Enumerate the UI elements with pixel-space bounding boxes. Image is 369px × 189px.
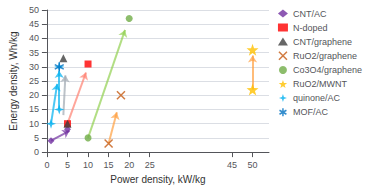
svg-text:25: 25 [29, 76, 39, 86]
svg-text:20: 20 [124, 160, 134, 170]
svg-text:10: 10 [83, 160, 93, 170]
svg-text:MOF/AC: MOF/AC [293, 107, 328, 117]
svg-text:20: 20 [29, 90, 39, 100]
svg-text:45: 45 [227, 160, 237, 170]
svg-text:5: 5 [65, 160, 70, 170]
svg-text:0: 0 [44, 160, 49, 170]
svg-text:15: 15 [29, 104, 39, 114]
svg-text:10: 10 [29, 119, 39, 129]
svg-text:50: 50 [29, 5, 39, 15]
svg-text:RuO2/graphene: RuO2/graphene [293, 51, 357, 61]
svg-text:N-doped: N-doped [293, 23, 328, 33]
svg-text:CNT/AC: CNT/AC [293, 9, 327, 19]
svg-text:5: 5 [34, 133, 39, 143]
svg-text:30: 30 [29, 62, 39, 72]
svg-text:Energy density, Wh/kg: Energy density, Wh/kg [8, 31, 19, 130]
svg-text:35: 35 [29, 48, 39, 58]
svg-text:50: 50 [248, 160, 258, 170]
svg-text:45: 45 [29, 19, 39, 29]
svg-text:0: 0 [34, 147, 39, 157]
svg-text:25: 25 [145, 160, 155, 170]
svg-text:RuO2/MWNT: RuO2/MWNT [293, 79, 348, 89]
svg-text:Co3O4/graphene: Co3O4/graphene [293, 65, 362, 75]
svg-text:Power density, kW/kg: Power density, kW/kg [110, 174, 205, 185]
svg-text:quinone/AC: quinone/AC [293, 93, 341, 103]
svg-text:CNT/graphene: CNT/graphene [293, 37, 352, 47]
svg-text:15: 15 [104, 160, 114, 170]
svg-text:40: 40 [29, 33, 39, 43]
